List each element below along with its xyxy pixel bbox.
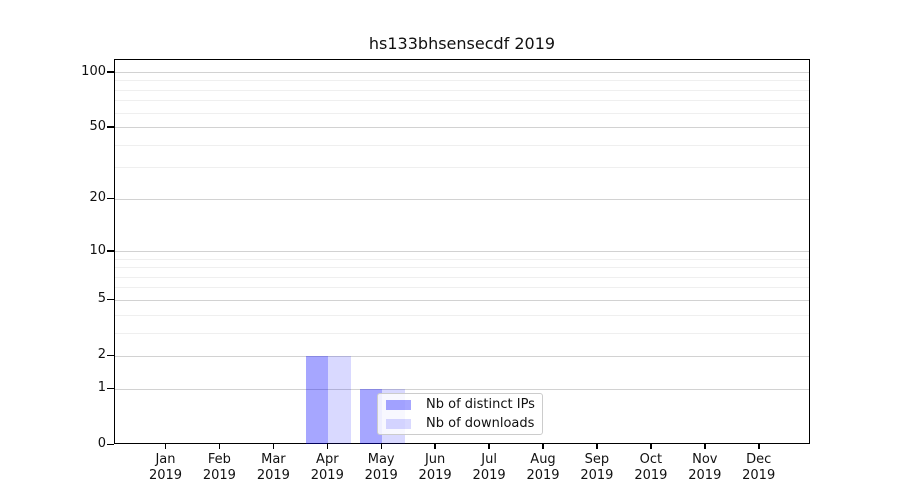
y-axis-tick-label: 50 bbox=[89, 118, 106, 134]
x-axis-tick-label: Jul 2019 bbox=[472, 452, 506, 483]
gridline-minor bbox=[115, 144, 809, 146]
gridline-minor bbox=[115, 167, 809, 169]
y-axis-tick bbox=[107, 197, 114, 200]
y-axis-tick bbox=[107, 354, 114, 357]
gridline-minor bbox=[115, 276, 809, 278]
y-axis-tick bbox=[107, 387, 114, 390]
y-axis-tick bbox=[107, 298, 114, 301]
chart-title: hs133bhsensecdf 2019 bbox=[368, 34, 556, 53]
x-axis-tick bbox=[542, 443, 544, 449]
y-axis-tick-label: 5 bbox=[97, 291, 106, 307]
bar-distinct-ips bbox=[305, 355, 329, 445]
gridline-major bbox=[115, 388, 809, 390]
legend-swatch-downloads bbox=[386, 418, 411, 429]
x-axis-tick bbox=[758, 443, 760, 449]
x-axis-tick-label: Oct 2019 bbox=[634, 452, 668, 483]
gridline-major bbox=[115, 127, 809, 129]
x-axis-tick-label: Dec 2019 bbox=[742, 452, 776, 483]
gridline-major bbox=[115, 355, 809, 357]
gridline-major bbox=[115, 72, 809, 73]
x-axis-tick bbox=[380, 443, 382, 449]
gridline-major bbox=[115, 198, 809, 200]
x-axis-tick bbox=[218, 443, 221, 449]
gridline-major bbox=[115, 251, 809, 252]
x-axis-tick-label: Jun 2019 bbox=[418, 452, 452, 483]
y-axis-tick bbox=[107, 126, 114, 128]
y-axis-tick bbox=[107, 71, 114, 73]
gridline-minor bbox=[115, 112, 809, 114]
x-axis-tick-label: Apr 2019 bbox=[310, 452, 344, 483]
y-axis-tick-label: 2 bbox=[97, 347, 106, 363]
x-axis-tick bbox=[272, 443, 275, 449]
y-axis-tick-label: 0 bbox=[97, 436, 106, 451]
y-axis-tick-label: 10 bbox=[89, 242, 106, 258]
x-axis-tick-label: Aug 2019 bbox=[526, 452, 560, 483]
x-axis-tick bbox=[650, 443, 652, 449]
gridline-minor bbox=[115, 100, 809, 102]
y-axis-tick bbox=[107, 250, 114, 252]
x-axis-tick bbox=[704, 443, 706, 449]
y-axis-tick-label: 100 bbox=[81, 63, 106, 79]
gridline-minor bbox=[115, 267, 809, 269]
legend-label-distinct-ips: Nb of distinct IPs bbox=[426, 397, 535, 412]
gridline-minor bbox=[115, 89, 809, 91]
y-axis-tick-label: 1 bbox=[97, 380, 106, 396]
bar-distinct-ips bbox=[359, 388, 383, 445]
gridline-minor bbox=[115, 287, 809, 289]
x-axis-tick bbox=[434, 443, 436, 449]
legend-swatch-distinct-ips bbox=[386, 399, 411, 410]
x-axis-tick-label: Feb 2019 bbox=[202, 452, 236, 483]
gridline-minor bbox=[115, 80, 809, 82]
x-axis-tick-label: May 2019 bbox=[364, 452, 398, 483]
legend-item-downloads: Nb of downloads bbox=[386, 416, 534, 431]
bar-downloads bbox=[328, 355, 351, 445]
gridline-major bbox=[115, 299, 809, 301]
x-axis-tick bbox=[596, 443, 598, 449]
legend-item-distinct-ips: Nb of distinct IPs bbox=[386, 397, 535, 412]
x-axis-tick bbox=[164, 443, 167, 449]
gridline-minor bbox=[115, 332, 809, 334]
x-axis-tick-label: Nov 2019 bbox=[688, 452, 722, 483]
x-axis-tick bbox=[488, 443, 490, 449]
plot-area: Nb of distinct IPs Nb of downloads bbox=[114, 59, 810, 445]
legend: Nb of distinct IPs Nb of downloads bbox=[377, 393, 543, 435]
x-axis-tick-label: Mar 2019 bbox=[256, 452, 290, 483]
x-axis-tick-label: Sep 2019 bbox=[580, 452, 614, 483]
gridline-minor bbox=[115, 314, 809, 316]
y-axis-tick-label: 20 bbox=[89, 190, 106, 206]
y-axis-tick bbox=[107, 443, 114, 445]
gridline-minor bbox=[115, 258, 809, 260]
legend-label-downloads: Nb of downloads bbox=[426, 416, 535, 431]
x-axis-tick-label: Jan 2019 bbox=[148, 452, 183, 483]
x-axis-tick bbox=[326, 443, 328, 449]
